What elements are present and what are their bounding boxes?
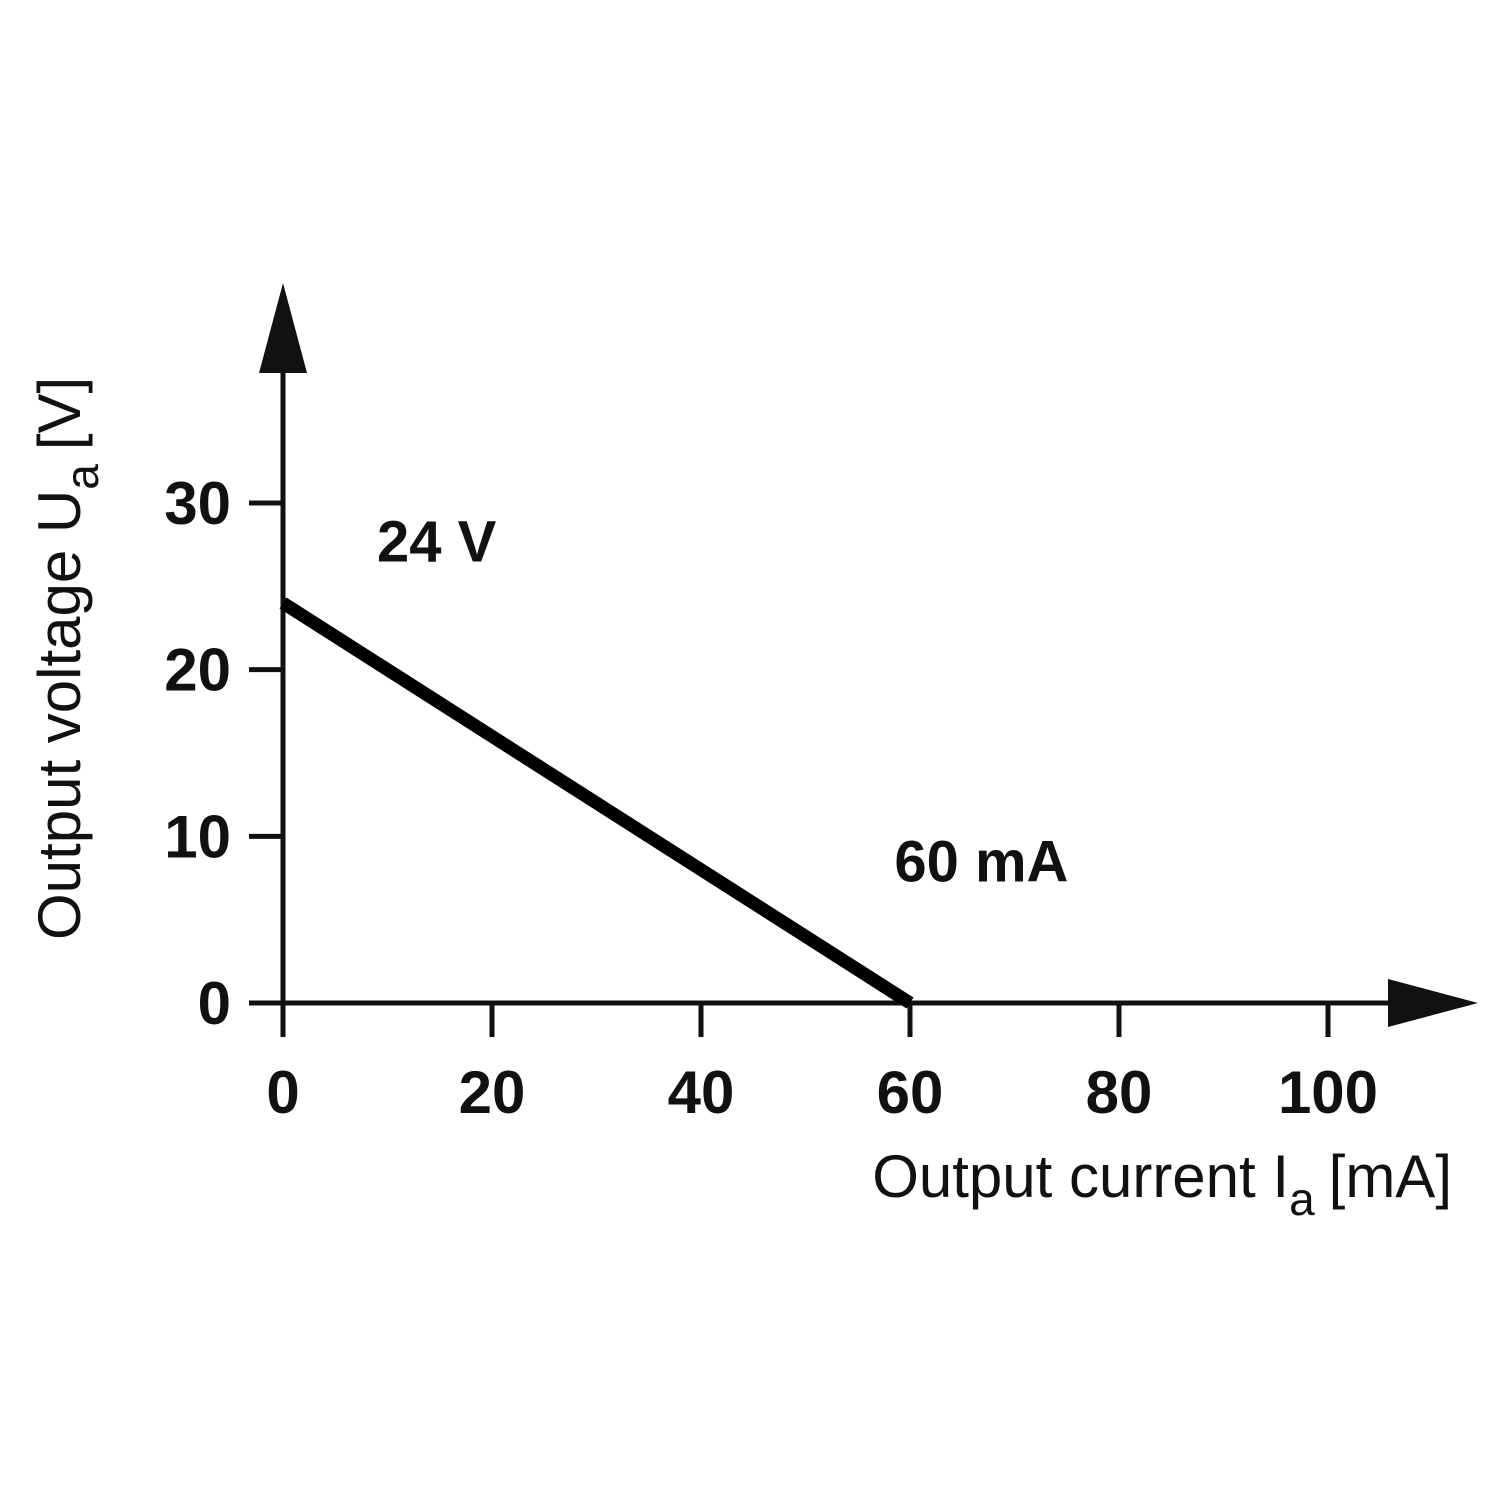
y-axis-title-unit: [V] [26, 377, 93, 450]
ticks: 0 20 40 60 80 100 0 10 20 30 [164, 470, 1378, 1126]
labels: 24 V 60 mA [377, 509, 1068, 894]
axes [253, 283, 1478, 1033]
x-tick-label: 100 [1278, 1059, 1378, 1126]
y-tick-label: 0 [198, 970, 231, 1037]
y-axis-title: Output voltage Ua [V] [26, 377, 108, 940]
y-axis-title-subscript: a [56, 464, 108, 490]
y-axis-title-main: Output voltage U [26, 490, 93, 940]
y-tick-label: 20 [164, 637, 231, 704]
annotation-label: 24 V [377, 509, 497, 574]
x-tick-label: 40 [668, 1059, 735, 1126]
x-tick-label: 60 [877, 1059, 944, 1126]
x-tick-label: 20 [459, 1059, 526, 1126]
x-axis-title-main: Output current I [872, 1143, 1289, 1210]
x-tick-label: 80 [1086, 1059, 1153, 1126]
x-axis-title-subscript: a [1289, 1173, 1315, 1225]
series [279, 597, 914, 1009]
annotation-label: 60 mA [894, 829, 1068, 894]
x-axis-title-unit: [mA] [1329, 1143, 1452, 1210]
y-tick-label: 30 [164, 470, 231, 537]
series-line [279, 597, 914, 1009]
y-axis-arrow [259, 283, 307, 373]
x-axis-title: Output current Ia [mA] [872, 1143, 1452, 1225]
y-tick-label: 10 [164, 803, 231, 870]
x-tick-label: 0 [266, 1059, 299, 1126]
x-axis-arrow [1388, 979, 1478, 1027]
